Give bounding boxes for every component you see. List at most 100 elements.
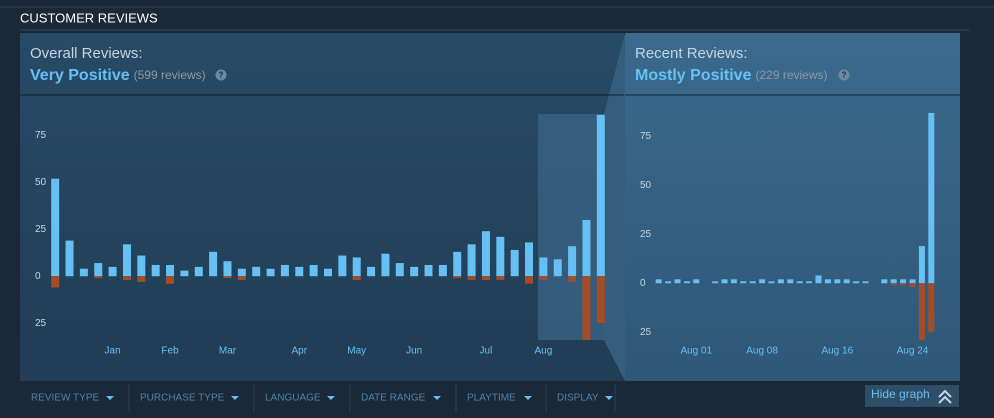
- bar: [768, 281, 775, 284]
- y-tick-label: 0: [640, 278, 646, 289]
- review-count: (599 reviews): [134, 68, 206, 82]
- bar: [568, 276, 577, 282]
- highlight-connector: [604, 33, 625, 381]
- chevron: [938, 395, 952, 404]
- filter-label[interactable]: PURCHASE TYPE: [140, 393, 225, 404]
- bar: [209, 251, 218, 277]
- dropdown-arrow: [433, 396, 441, 400]
- x-tick-label: Aug 24: [897, 346, 929, 357]
- bar: [280, 264, 289, 277]
- bar: [151, 264, 160, 277]
- bar: [324, 268, 332, 277]
- x-tick-label: Jun: [406, 346, 422, 357]
- overall-panel: [20, 33, 624, 381]
- panel-title: Overall Reviews:: [30, 45, 143, 62]
- bar: [721, 279, 728, 284]
- x-tick-label: Aug 08: [746, 346, 778, 357]
- filter-label[interactable]: DISPLAY: [557, 393, 599, 404]
- bar: [79, 268, 88, 277]
- bar: [918, 283, 925, 340]
- hide-graph-button[interactable]: [865, 385, 959, 407]
- filter-label[interactable]: LANGUAGE: [265, 393, 321, 404]
- bar: [438, 264, 447, 277]
- help-icon[interactable]: [215, 69, 227, 81]
- bar: [180, 270, 189, 277]
- bar: [510, 249, 519, 277]
- bar: [900, 283, 907, 286]
- y-tick-label: 25: [35, 318, 47, 329]
- bar: [352, 257, 361, 277]
- y-tick-label: 75: [35, 130, 47, 141]
- recent-highlight: [538, 114, 605, 340]
- rating: Very Positive: [30, 67, 130, 84]
- bar: [51, 178, 60, 277]
- bar: [338, 255, 347, 277]
- bar: [367, 266, 376, 277]
- bar: [539, 257, 548, 277]
- bar: [665, 281, 672, 284]
- bar: [693, 279, 700, 284]
- bar: [108, 266, 117, 277]
- bar: [712, 281, 719, 284]
- y-tick-label: 50: [640, 180, 652, 191]
- bar: [252, 266, 261, 277]
- help-icon[interactable]: [838, 69, 850, 81]
- bar: [582, 219, 591, 277]
- bar: [266, 268, 275, 277]
- bar: [759, 279, 766, 284]
- filter-label[interactable]: REVIEW TYPE: [31, 393, 99, 404]
- bar: [94, 263, 103, 277]
- bar: [352, 276, 361, 280]
- dropdown-arrow: [327, 396, 335, 400]
- bar: [51, 276, 60, 288]
- rating-line: Mostly Positive (229 reviews): [635, 67, 828, 84]
- bar: [900, 279, 907, 284]
- bar: [223, 276, 232, 279]
- bar: [467, 244, 476, 277]
- section-title: CUSTOMER REVIEWS: [20, 10, 158, 25]
- x-tick-label: Aug 01: [680, 346, 712, 357]
- help-text[interactable]: ?: [219, 71, 224, 80]
- bar: [806, 281, 813, 284]
- bar: [65, 240, 74, 277]
- x-tick-label: Aug 16: [821, 346, 853, 357]
- bar: [525, 242, 534, 277]
- bar: [453, 251, 462, 277]
- chevron: [938, 389, 952, 398]
- bar: [674, 279, 681, 284]
- bar: [553, 259, 562, 277]
- bar: [890, 279, 897, 284]
- dropdown-arrow: [524, 396, 532, 400]
- bar: [918, 246, 925, 284]
- x-tick-label: Aug: [534, 346, 552, 357]
- hide-graph-label[interactable]: Hide graph: [871, 387, 930, 401]
- bar: [467, 276, 476, 280]
- bar: [122, 244, 131, 277]
- filter-label[interactable]: PLAYTIME: [467, 393, 516, 404]
- x-tick-label: Feb: [161, 346, 179, 357]
- y-tick-label: 25: [640, 327, 652, 338]
- panel-title: Recent Reviews:: [635, 45, 748, 62]
- bar: [853, 281, 860, 284]
- bar: [740, 281, 747, 284]
- bar: [166, 276, 175, 284]
- y-tick-label: 25: [35, 224, 47, 235]
- bar: [539, 276, 548, 280]
- rating: Mostly Positive: [635, 67, 752, 84]
- filter-label[interactable]: DATE RANGE: [361, 393, 426, 404]
- dropdown-arrow: [231, 396, 239, 400]
- bar: [843, 279, 850, 284]
- bar: [223, 261, 232, 277]
- bar: [295, 266, 304, 277]
- y-tick-label: 25: [640, 229, 652, 240]
- bar: [166, 264, 175, 277]
- bar: [928, 283, 935, 333]
- bar: [787, 279, 794, 284]
- bar: [928, 113, 935, 284]
- filter-bar: REVIEW TYPE PURCHASE TYPE LANGUAGE DATE RAN…: [31, 384, 616, 412]
- help-text[interactable]: ?: [842, 71, 847, 80]
- dropdown-arrow: [106, 396, 114, 400]
- bar: [453, 276, 462, 279]
- bar: [381, 253, 390, 277]
- bar: [410, 266, 419, 277]
